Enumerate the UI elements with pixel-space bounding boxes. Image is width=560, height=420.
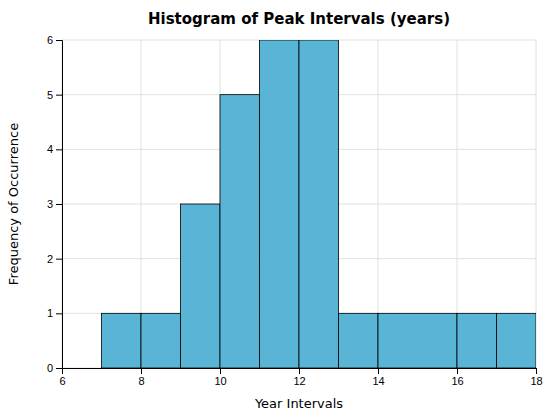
bar: [220, 95, 260, 368]
bar: [102, 313, 142, 368]
bar: [378, 313, 457, 368]
grid: [62, 40, 536, 368]
tick-mark: [56, 259, 62, 260]
tick-mark: [220, 368, 221, 374]
tick: 14: [372, 368, 384, 387]
tick-label: 16: [451, 375, 463, 387]
tick-mark: [56, 40, 62, 41]
bar: [181, 204, 221, 368]
tick-label: 10: [214, 375, 226, 387]
y-axis-title: Frequency of Occurrence: [6, 123, 21, 285]
bar: [339, 313, 379, 368]
y-axis: 0 1 2 3 4 5 6: [47, 34, 63, 374]
tick-mark: [141, 368, 142, 374]
tick-mark: [56, 204, 62, 205]
tick: 16: [451, 368, 463, 387]
tick-mark: [56, 313, 62, 314]
tick-label: 4: [47, 143, 53, 155]
tick-label: 2: [47, 253, 53, 265]
x-axis-title: Year Intervals: [254, 396, 343, 411]
axis-line: [56, 41, 63, 369]
tick: 8: [138, 368, 144, 387]
tick-mark: [457, 368, 458, 374]
tick-label: 18: [530, 375, 542, 387]
tick-label: 14: [372, 375, 384, 387]
tick-label: 3: [47, 198, 53, 210]
tick-mark: [56, 149, 62, 150]
plot: 6810121416180123456: [47, 34, 543, 387]
tick-label: 0: [47, 362, 53, 374]
tick: 3: [47, 198, 62, 210]
tick-mark: [378, 368, 379, 374]
bar: [299, 40, 339, 368]
axis-line: [63, 369, 537, 375]
tick: 10: [214, 368, 226, 387]
bar: [141, 313, 181, 368]
title: Histogram of Peak Intervals (years): [148, 10, 450, 28]
x-axis: 6 8 10 12 14 16 18: [59, 368, 542, 387]
bar: [497, 313, 537, 368]
chart: 6810121416180123456Histogram of Peak Int…: [0, 0, 560, 420]
tick-label: 8: [138, 375, 144, 387]
tick: 4: [47, 143, 62, 155]
tick-mark: [56, 95, 62, 96]
tick-label: 6: [47, 34, 53, 46]
tick-label: 12: [293, 375, 305, 387]
tick: 6: [59, 368, 65, 387]
tick: 2: [47, 253, 62, 265]
tick-label: 5: [47, 89, 53, 101]
bar: [260, 40, 300, 368]
tick: 12: [293, 368, 305, 387]
tick: 6: [47, 34, 62, 46]
tick: 18: [530, 368, 542, 387]
tick-mark: [299, 368, 300, 374]
bar: [457, 313, 497, 368]
tick-mark: [56, 368, 62, 369]
tick-label: 6: [59, 375, 65, 387]
tick: 0: [47, 362, 62, 374]
tick: 1: [47, 307, 62, 319]
tick-label: 1: [47, 307, 53, 319]
tick: 5: [47, 89, 62, 101]
bars: [102, 40, 537, 368]
tick-mark: [536, 368, 537, 374]
